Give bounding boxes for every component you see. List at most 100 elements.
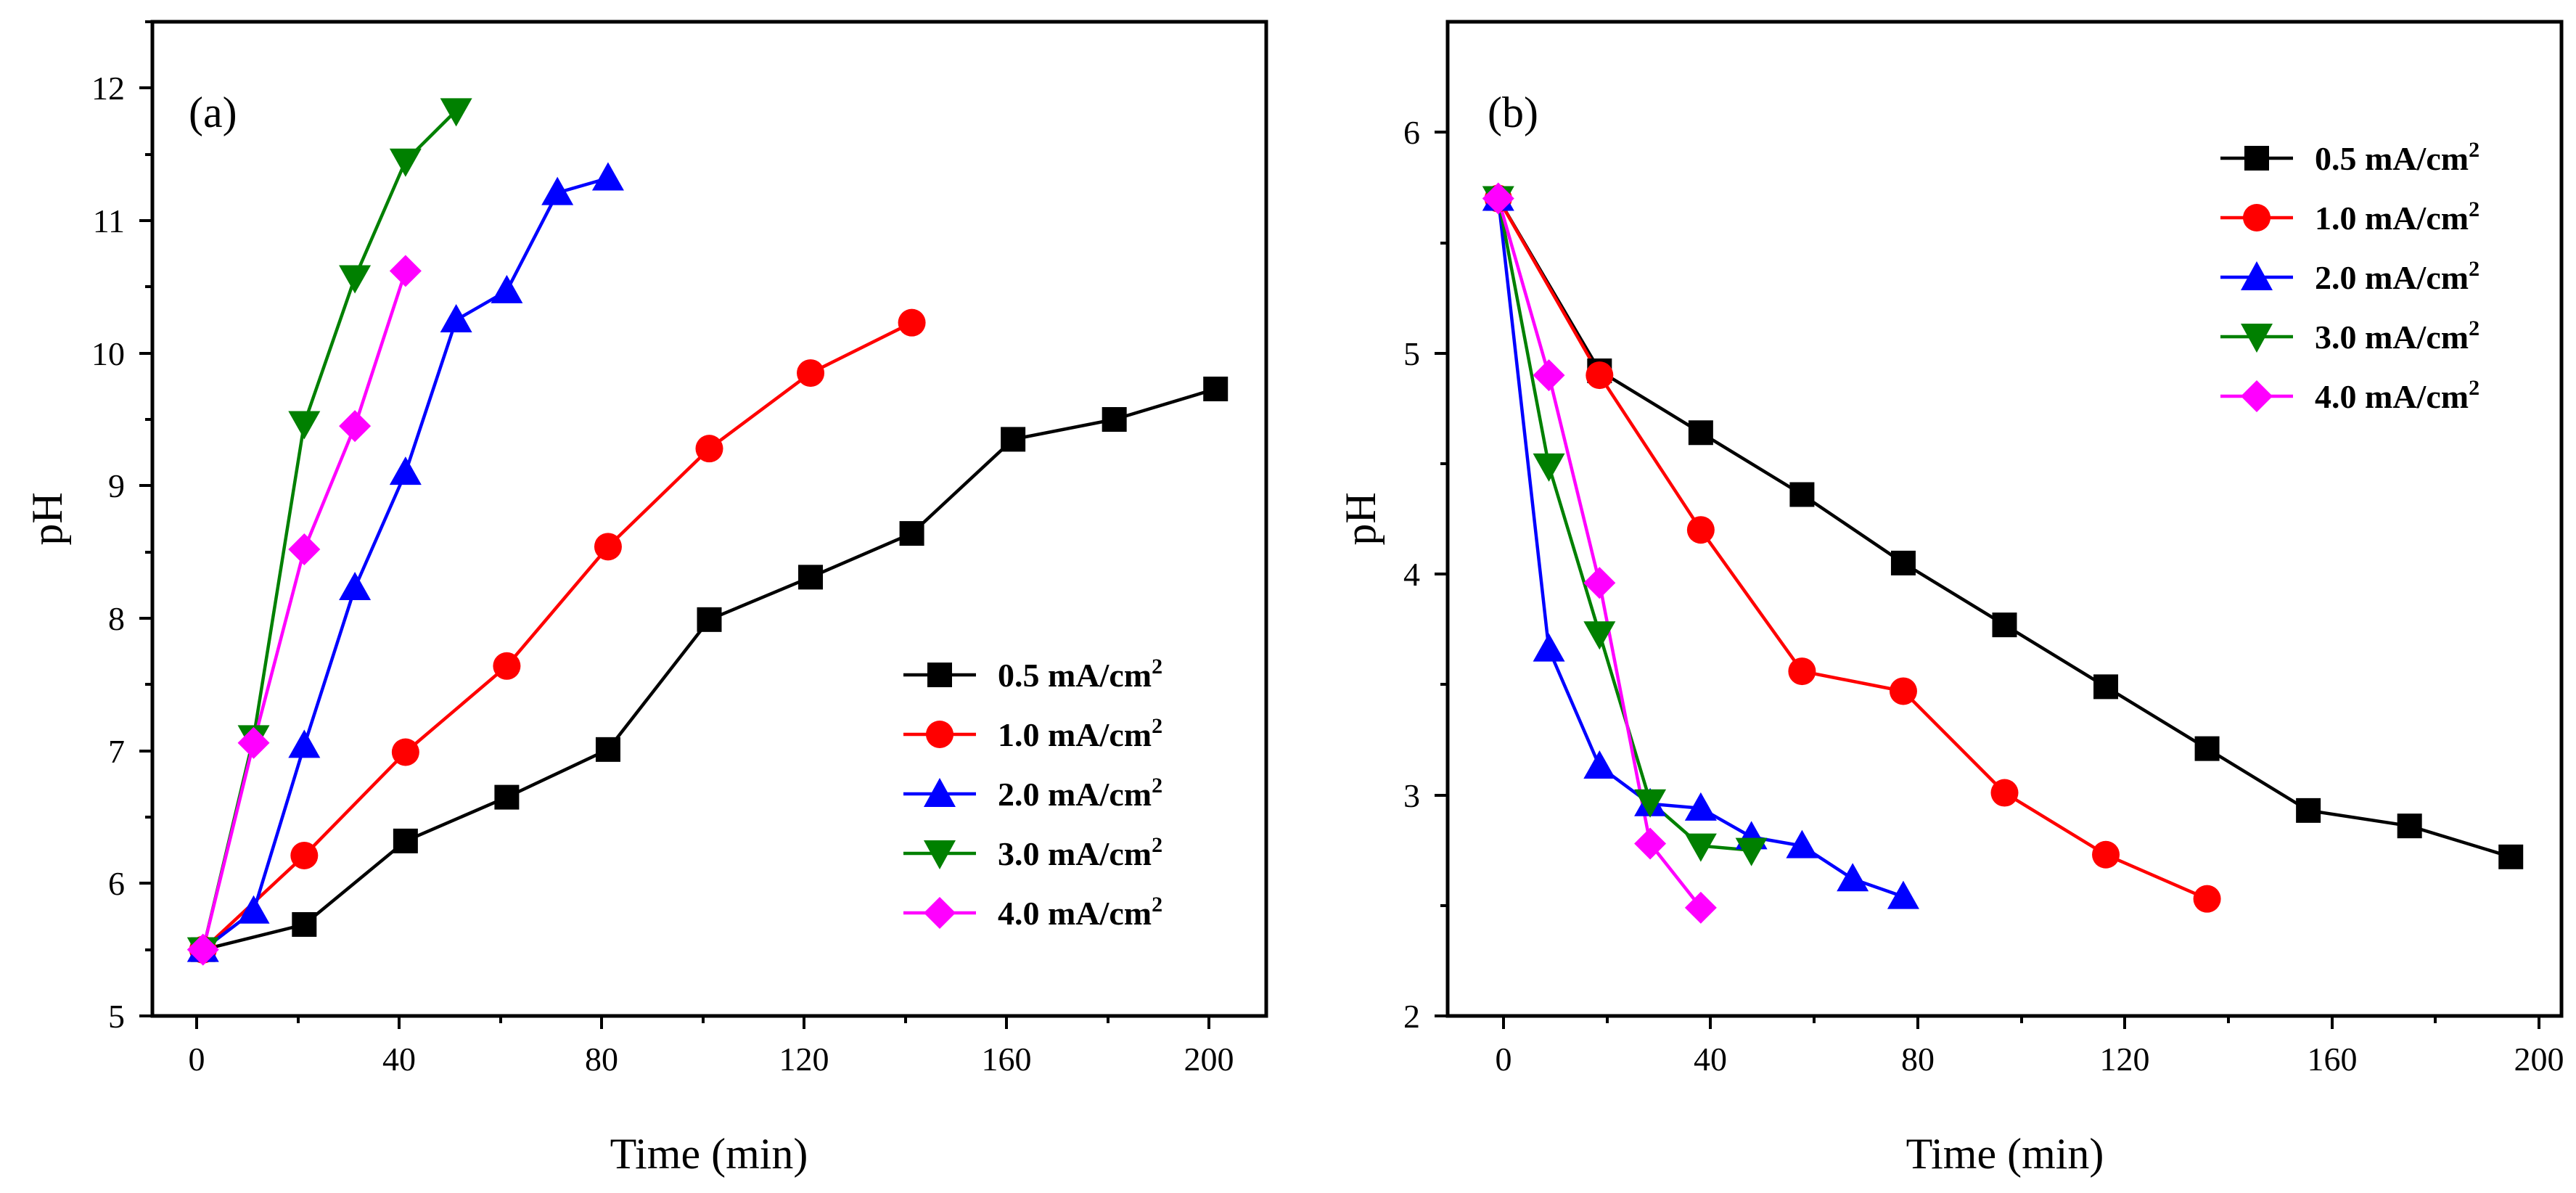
- legend-entry-3.0: 3.0 mA/cm2: [903, 833, 1162, 872]
- data-point-square: [697, 607, 722, 632]
- legend-label: 4.0 mA/cm2: [998, 893, 1162, 932]
- panel-b-y-axis: 2 3 4 5 6: [1403, 114, 1448, 1035]
- legend-entry-0.5: 0.5 mA/cm2: [2220, 138, 2479, 177]
- panel-a-y-tick-label: 6: [108, 865, 125, 902]
- data-point-circle: [493, 652, 521, 680]
- legend-entry-2.0: 2.0 mA/cm2: [2220, 257, 2479, 296]
- legend-entry-1.0: 1.0 mA/cm2: [2220, 197, 2479, 237]
- data-point-circle: [1586, 361, 1614, 390]
- panel-b-y-axis-title: pH: [1337, 492, 1385, 545]
- data-point-diamond: [339, 410, 372, 443]
- data-point-triangle-down: [1533, 453, 1565, 482]
- data-point-square: [292, 911, 317, 937]
- legend-entry-4.0: 4.0 mA/cm2: [2220, 376, 2479, 415]
- data-point-square: [1688, 420, 1713, 446]
- panel-a-y-tick-label: 10: [91, 335, 125, 372]
- legend-label: 3.0 mA/cm2: [998, 833, 1162, 872]
- data-point-square: [595, 737, 620, 762]
- data-point-circle: [594, 533, 622, 561]
- data-point-triangle-up: [1684, 792, 1717, 821]
- panel-a-x-tick-label: 40: [382, 1041, 416, 1078]
- data-point-square: [393, 828, 418, 853]
- legend-marker-triangle-down: [2241, 324, 2273, 353]
- legend-label: 4.0 mA/cm2: [2315, 376, 2479, 415]
- data-point-circle: [1788, 657, 1816, 686]
- legend-entry-3.0: 3.0 mA/cm2: [2220, 316, 2479, 356]
- data-point-square: [1789, 482, 1815, 507]
- panel-b-y-tick-label: 2: [1403, 998, 1420, 1035]
- data-point-triangle-up: [288, 729, 321, 758]
- panel-b-x-tick-label: 80: [1901, 1041, 1935, 1078]
- data-point-diamond: [1684, 891, 1717, 924]
- legend-entry-4.0: 4.0 mA/cm2: [903, 893, 1162, 932]
- panel-a-y-tick-label: 8: [108, 600, 125, 637]
- data-point-circle: [898, 308, 926, 337]
- panel-a-x-tick-label: 80: [585, 1041, 618, 1078]
- data-point-square: [1102, 407, 1127, 432]
- data-point-triangle-down: [1583, 621, 1616, 650]
- series-line-4: [1496, 197, 1702, 909]
- data-point-diamond: [1533, 359, 1565, 392]
- legend-label: 2.0 mA/cm2: [2315, 257, 2479, 296]
- data-point-circle: [695, 435, 723, 463]
- data-point-circle: [1686, 516, 1715, 544]
- panel-a-x-axis: 0 40 80 120 160 200: [189, 1016, 1234, 1078]
- legend-label: 0.5 mA/cm2: [998, 655, 1162, 694]
- panel-b-y-tick-label: 6: [1403, 114, 1420, 151]
- panel-a-legend: 0.5 mA/cm2 1.0 mA/cm2 2.0 mA/cm2 3.0 mA/…: [903, 655, 1162, 932]
- panel-b-label: (b): [1488, 89, 1538, 136]
- data-point-triangle-up: [237, 895, 270, 924]
- panel-b-x-axis: 0 40 80 120 160 200: [1496, 1016, 2564, 1078]
- legend-label: 1.0 mA/cm2: [2315, 197, 2479, 237]
- data-point-diamond: [1583, 567, 1616, 599]
- data-point-square: [2093, 674, 2119, 700]
- panel-a-x-tick-label: 200: [1184, 1041, 1234, 1078]
- data-point-triangle-down: [1634, 789, 1667, 818]
- panel-a-y-tick-label: 5: [108, 998, 125, 1035]
- series-line-1: [1496, 197, 2208, 901]
- panel-b-x-tick-label: 40: [1694, 1041, 1727, 1078]
- panel-a-y-tick-label: 11: [93, 202, 125, 239]
- panel-a: (a) 0 40 80 120 160 200: [23, 20, 1268, 1178]
- data-point-square: [798, 565, 824, 590]
- data-point-square: [494, 784, 520, 810]
- data-point-triangle-down: [1684, 833, 1717, 862]
- data-point-diamond: [1482, 182, 1514, 215]
- data-point-triangle-up: [339, 571, 372, 600]
- panel-b-series-group: [1482, 182, 2524, 924]
- panel-a-y-tick-label: 9: [108, 467, 125, 504]
- panel-b-y-tick-label: 4: [1403, 556, 1420, 593]
- panel-b-x-axis-title: Time (min): [1906, 1130, 2104, 1178]
- legend-marker-triangle-up: [924, 778, 956, 807]
- data-point-diamond: [1634, 827, 1667, 860]
- panel-a-y-axis: 5 6 7 8 9 10 11 12: [91, 20, 152, 1035]
- legend-label: 2.0 mA/cm2: [998, 774, 1162, 813]
- data-point-triangle-up: [1837, 863, 1869, 892]
- data-point-triangle-up: [1887, 880, 1919, 909]
- data-point-square: [2296, 798, 2321, 823]
- legend-marker-triangle-up: [2241, 261, 2273, 290]
- legend-label: 3.0 mA/cm2: [2315, 316, 2479, 356]
- data-point-circle: [391, 738, 419, 766]
- legend-marker-triangle-down: [924, 840, 956, 869]
- data-point-triangle-down: [339, 265, 372, 294]
- series-line-3: [201, 109, 458, 951]
- data-point-triangle-down: [389, 148, 422, 177]
- data-point-circle: [1990, 779, 2019, 807]
- panel-b-legend: 0.5 mA/cm2 1.0 mA/cm2 2.0 mA/cm2 3.0 mA/…: [2220, 138, 2479, 415]
- data-point-diamond: [389, 255, 422, 287]
- data-point-triangle-up: [591, 162, 624, 191]
- legend-label: 1.0 mA/cm2: [998, 714, 1162, 753]
- data-point-circle: [2092, 840, 2120, 869]
- data-point-square: [1203, 376, 1228, 401]
- data-point-square: [2194, 736, 2220, 761]
- panel-a-x-tick-label: 160: [982, 1041, 1032, 1078]
- data-point-diamond: [288, 533, 321, 566]
- legend-entry-0.5: 0.5 mA/cm2: [903, 655, 1162, 694]
- legend-entry-1.0: 1.0 mA/cm2: [903, 714, 1162, 753]
- data-point-diamond: [186, 933, 219, 966]
- data-point-triangle-down: [440, 98, 472, 127]
- panel-a-y-tick-label: 12: [91, 70, 125, 107]
- data-point-triangle-up: [440, 304, 472, 332]
